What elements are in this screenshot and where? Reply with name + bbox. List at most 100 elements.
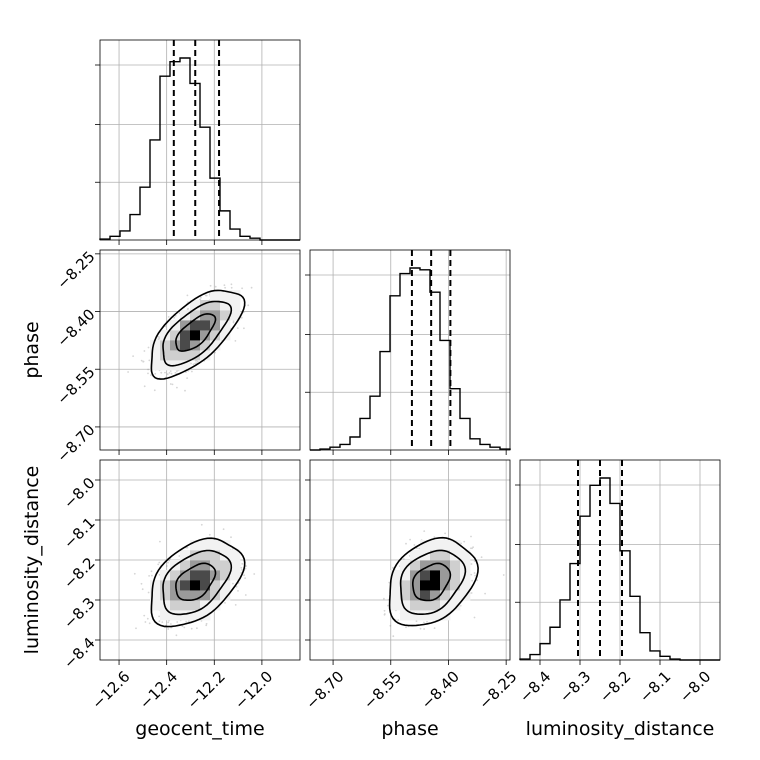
density-cell [410,610,421,621]
scatter-point [183,626,186,629]
scatter-point [147,346,150,349]
scatter-point [224,286,227,289]
density-cell [190,590,201,601]
scatter-point [473,560,476,562]
scatter-point [196,627,198,630]
density-cell [180,330,191,341]
scatter-point [186,294,189,297]
density-cell [200,310,211,321]
density-cell [210,340,221,351]
x-tick-label-phase: −8.25 [475,668,520,713]
scatter-point [388,581,391,584]
density-cell [390,590,401,601]
scatter-point [157,563,160,566]
density-cell [200,570,211,581]
x-tick-label-phase: −8.70 [302,668,347,713]
density-cell [220,540,231,551]
y-tick-label-phase: −8.25 [53,248,98,293]
scatter-point [473,572,476,574]
scatter-point [184,389,186,392]
y-axis-label-luminosity_distance: luminosity_distance [21,466,43,655]
scatter-point [387,604,389,607]
density-cell [150,360,161,371]
density-cell [190,330,201,341]
density-cell [160,340,171,351]
scatter-point [174,314,177,317]
density-cell [150,350,161,361]
density-cell [210,550,221,561]
density-cell [180,570,191,581]
scatter-point [208,533,211,536]
scatter-point [383,597,385,600]
scatter-point [190,627,193,630]
density-cell [200,540,211,551]
density-cell [220,580,231,591]
x-tick-label-geocent_time: −12.6 [88,668,133,713]
contour-line-0 [175,562,217,601]
scatter-point [383,609,386,612]
density-cell [150,340,161,351]
density-cell [160,330,171,341]
scatter-point [178,555,181,557]
scatter-point [241,287,244,290]
y-tick-label-luminosity_distance: −8.2 [60,554,98,592]
density-cell [420,610,431,621]
scatter-point [250,286,253,289]
scatter-point [185,621,188,623]
histogram-geocent_time [99,57,300,241]
scatter-point [423,530,426,532]
scatter-point [132,355,135,357]
density-cell [440,550,451,561]
density-cell [430,570,441,581]
panel-frame [99,249,301,451]
scatter-point [383,613,386,615]
density-cell [180,610,191,621]
density-cell [210,300,221,311]
scatter-point [444,532,446,535]
density-cell [420,580,431,591]
scatter-point [148,359,151,362]
density-cell [220,330,231,341]
density-cell [220,560,231,571]
scatter-point [158,561,161,564]
density-cell [150,580,161,591]
density-cell [180,550,191,561]
scatter-point [169,370,172,372]
density-cell [420,570,431,581]
density-cell [210,560,221,571]
density-cell [190,610,201,621]
scatter-point [470,547,472,550]
scatter-point [402,558,405,560]
density-cell [430,550,441,561]
scatter-point [167,621,170,624]
density-cell [410,600,421,611]
density-cell [220,570,231,581]
scatter-point [470,573,473,576]
density-cell [390,600,401,611]
density-cell [170,590,181,601]
y-axis-label-phase: phase [21,321,43,378]
density-cell [440,590,451,601]
density-cell [220,290,231,301]
scatter-point [142,360,145,363]
joint-panel-phase-vs-geocent_time [95,249,301,455]
scatter-point [190,362,192,365]
scatter-point [480,556,483,559]
scatter-point [241,568,243,571]
density-cell [190,550,201,561]
scatter-point [141,588,144,591]
density-cell [220,590,231,601]
scatter-point [154,372,157,375]
density-cell [460,560,471,571]
scatter-point [397,619,400,621]
density-cell [210,580,221,591]
scatter-point [243,574,246,577]
scatter-point [405,626,407,629]
marginal-panel-luminosity_distance [515,459,721,665]
scatter-point [244,567,247,570]
scatter-point [476,579,479,582]
scatter-point [196,360,199,363]
scatter-point [135,627,137,630]
density-cell [390,580,401,591]
scatter-point [153,389,156,392]
